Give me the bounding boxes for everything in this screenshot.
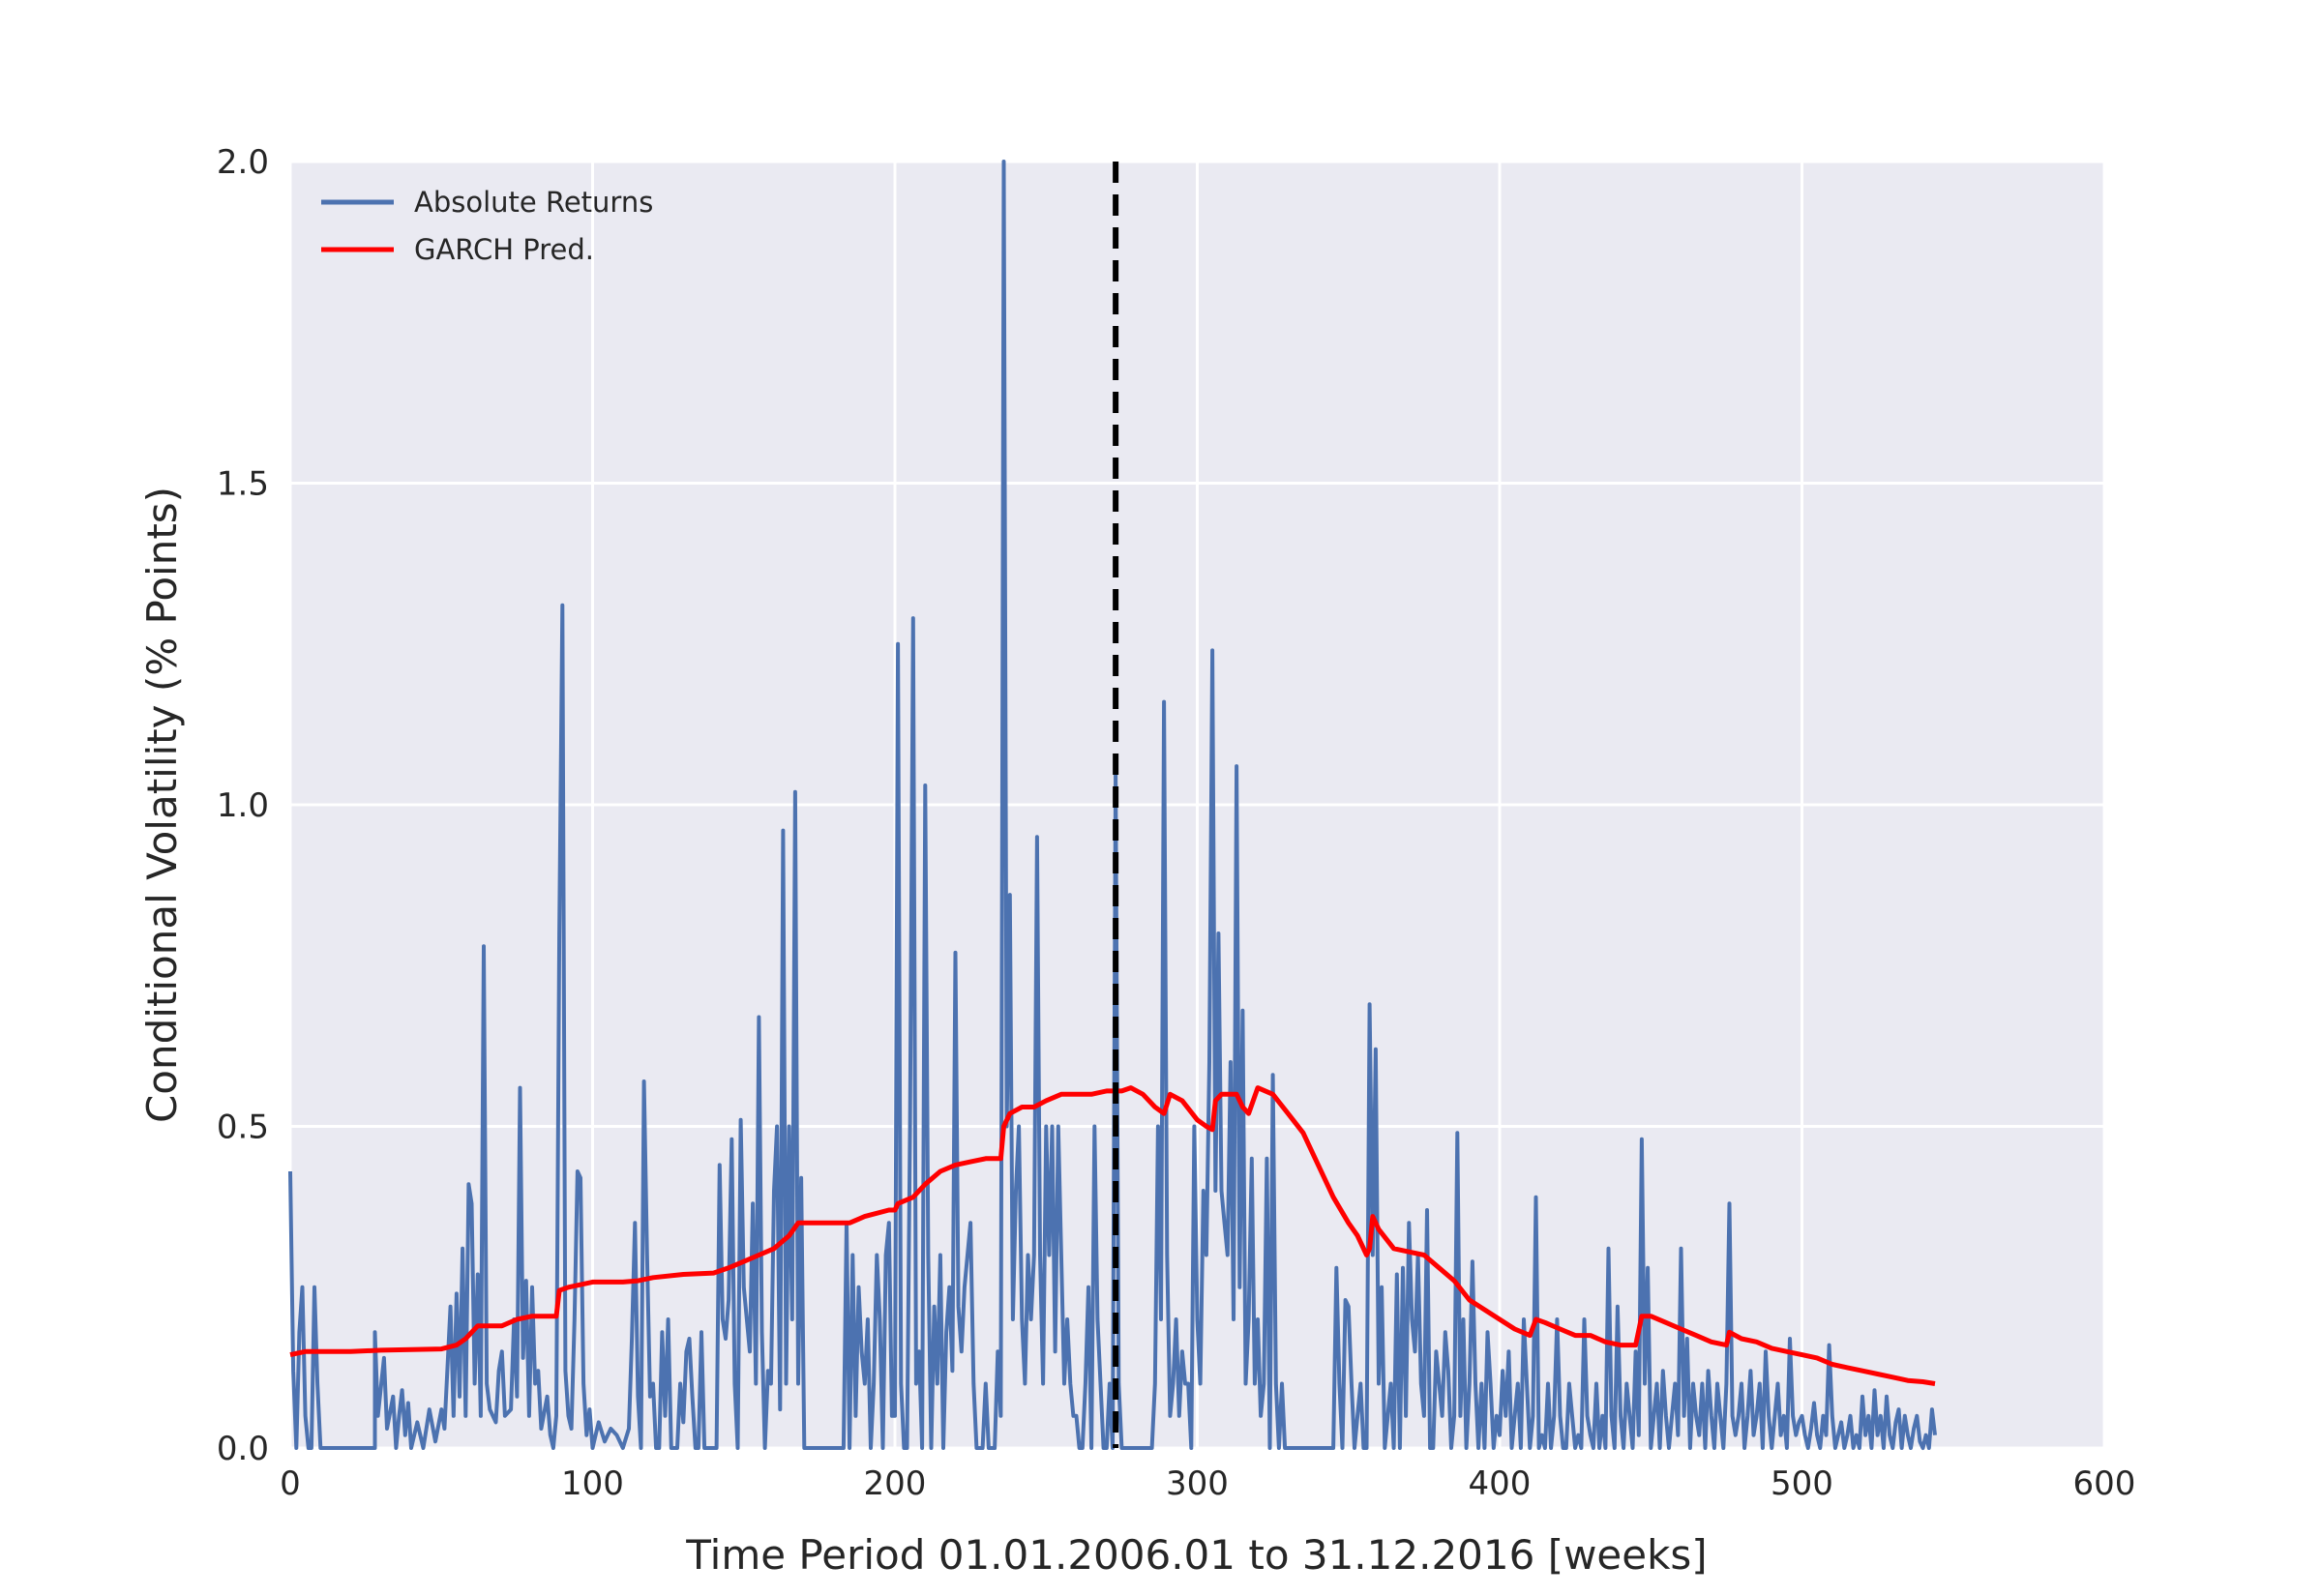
y-tick-label-0: 0.0 bbox=[217, 1430, 269, 1468]
y-tick-label-1: 1.0 bbox=[217, 786, 269, 825]
x-tick-labels: 0 100 200 300 400 500 600 bbox=[280, 1464, 2135, 1503]
x-tick-label-200: 200 bbox=[864, 1464, 927, 1503]
x-tick-label-100: 100 bbox=[561, 1464, 624, 1503]
x-tick-label-500: 500 bbox=[1771, 1464, 1833, 1503]
y-tick-label-0_5: 0.5 bbox=[217, 1108, 269, 1147]
y-axis-title: Conditional Volatility (% Points) bbox=[138, 487, 186, 1123]
y-tick-label-2: 2.0 bbox=[217, 143, 269, 182]
x-axis-title: Time Period 01.01.2006.01 to 31.12.2016 … bbox=[685, 1531, 1707, 1579]
x-tick-label-300: 300 bbox=[1166, 1464, 1229, 1503]
legend: Absolute Returns GARCH Pred. bbox=[321, 186, 653, 266]
legend-label-garch-pred: GARCH Pred. bbox=[414, 233, 594, 266]
series-line-absolute-returns bbox=[288, 160, 1937, 1450]
y-tick-label-1_5: 1.5 bbox=[217, 465, 269, 504]
x-tick-label-400: 400 bbox=[1469, 1464, 1532, 1503]
y-tick-labels: 0.0 0.5 1.0 1.5 2.0 bbox=[217, 143, 269, 1468]
series-layer bbox=[288, 160, 1937, 1450]
x-tick-label-0: 0 bbox=[280, 1464, 301, 1503]
legend-label-absolute-returns: Absolute Returns bbox=[414, 186, 653, 219]
x-tick-label-600: 600 bbox=[2073, 1464, 2136, 1503]
series-line-garch-pred bbox=[289, 1085, 1936, 1386]
